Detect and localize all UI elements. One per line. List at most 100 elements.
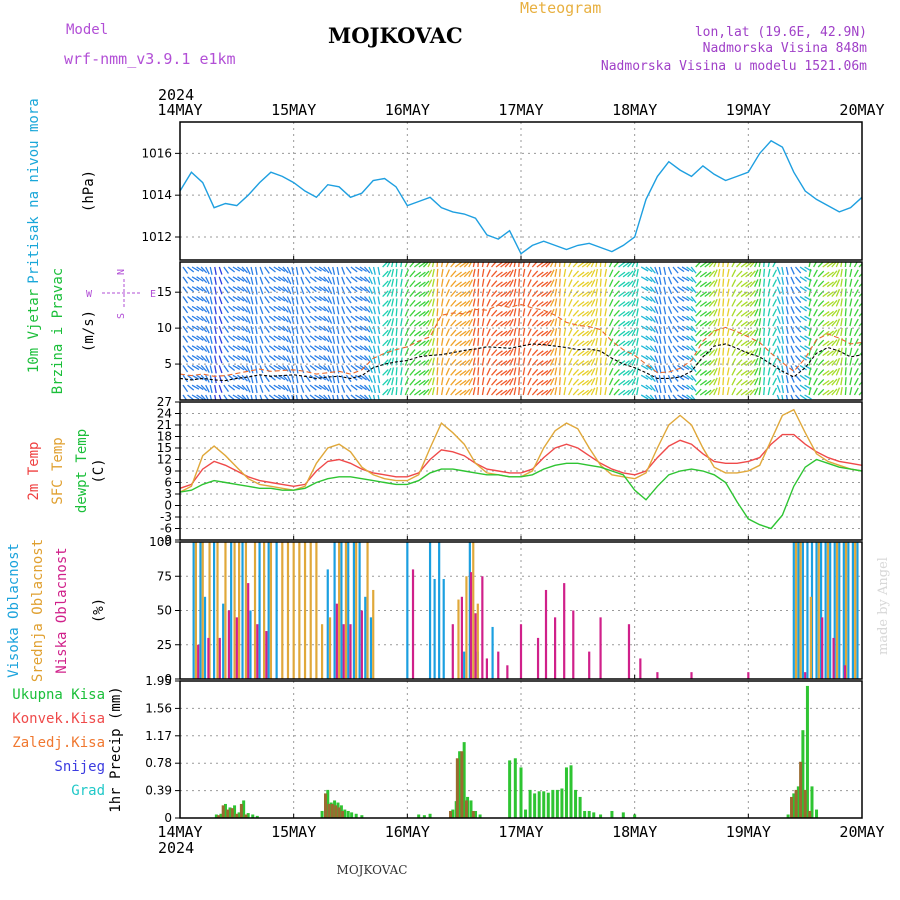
wind-arrow	[695, 300, 702, 307]
wind-arrow	[268, 335, 276, 342]
wind-arrow	[513, 262, 516, 268]
wind-arrow	[545, 270, 552, 278]
wind-arrow	[586, 280, 593, 288]
bar	[578, 796, 582, 818]
wind-arrow	[491, 309, 498, 317]
wind-arrow	[577, 350, 585, 357]
wind-arrow	[618, 330, 626, 337]
wind-arrow	[486, 328, 491, 337]
bar	[801, 542, 804, 679]
wind-arrow	[436, 357, 439, 366]
wind-arrow	[717, 308, 721, 317]
wind-arrow	[323, 374, 330, 382]
wind-arrow	[513, 318, 517, 327]
wind-arrow	[835, 328, 841, 337]
wind-arrow	[372, 306, 376, 315]
panel-frame	[179, 401, 863, 541]
wind-arrow	[681, 335, 690, 341]
top-date-axis: 14MAY 15MAY 16MAY 17MAY 18MAY 19MAY 20MAY	[157, 101, 884, 119]
wind-arrow	[577, 330, 585, 337]
wind-arrow	[627, 309, 634, 317]
wind-arrow	[413, 281, 422, 288]
wind-arrow	[844, 367, 847, 376]
wind-arrow	[527, 279, 532, 287]
wind-arrow	[304, 345, 311, 353]
wind-arrow	[191, 305, 200, 311]
wind-arrow	[291, 296, 295, 305]
bar	[856, 542, 859, 679]
wind-arrow	[250, 345, 254, 354]
wind-arrow	[604, 387, 608, 396]
bar	[218, 637, 221, 679]
wind-arrow	[477, 337, 480, 346]
wind-arrow	[549, 377, 555, 386]
wind-arrow	[323, 365, 330, 372]
wind-arrow	[341, 306, 346, 315]
wind-arrow	[595, 308, 599, 317]
bar	[544, 589, 548, 679]
wind-arrow	[295, 266, 299, 275]
wind-arrow	[736, 290, 743, 297]
wind-arrow	[699, 262, 708, 268]
wind-arrow	[595, 327, 599, 337]
wind-arrow	[309, 345, 317, 352]
wind-arrow	[708, 309, 716, 317]
wind-arrow	[422, 310, 430, 317]
wind-arrow	[472, 377, 476, 386]
wind-arrow	[286, 325, 292, 334]
wind-arrow	[468, 289, 474, 297]
wind-arrow	[649, 315, 656, 323]
bar	[451, 624, 454, 679]
wind-arrow	[377, 316, 381, 325]
wind-arrow	[309, 374, 317, 381]
wind-arrow	[595, 288, 599, 297]
wind-arrow	[758, 377, 762, 386]
wind-arrow	[604, 298, 608, 307]
wind-arrow	[468, 262, 473, 268]
wind-arrow	[522, 367, 526, 376]
wind-arrow	[831, 299, 838, 307]
wind-arrow	[486, 308, 491, 317]
wind-arrow	[245, 325, 251, 334]
wind-arrow	[713, 387, 718, 396]
wind-arrow	[300, 325, 305, 334]
bar	[330, 803, 334, 818]
wind-arrow	[513, 337, 517, 346]
wind-arrow	[608, 269, 614, 278]
wind-arrow	[835, 348, 841, 356]
wind-arrow	[545, 369, 552, 376]
wind-arrow	[590, 318, 596, 327]
wind-arrow	[481, 318, 485, 327]
wind-arrow	[404, 377, 410, 386]
wind-arrow	[713, 377, 718, 386]
wind-arrow	[613, 329, 620, 337]
wind-arrow	[722, 327, 725, 336]
wind-arrow	[341, 394, 345, 400]
wind-arrow	[518, 327, 521, 336]
wind-arrow	[849, 298, 853, 307]
model-name: wrf-nmm_v3.9.1 e1km	[64, 50, 236, 68]
wind-arrow	[336, 385, 340, 394]
wind-arrow	[554, 347, 558, 356]
wind-arrow	[273, 384, 281, 390]
wind-arrow	[187, 296, 195, 303]
wind-arrow	[554, 262, 557, 268]
wind-arrow	[200, 276, 208, 284]
wind-arrow	[518, 386, 521, 396]
wind-arrow	[504, 349, 512, 357]
bottom-date-label: 19MAY	[726, 823, 771, 841]
panel-label: 10m Vjetar	[26, 289, 42, 373]
bar	[428, 542, 432, 679]
wind-arrow	[618, 320, 626, 327]
wind-arrow	[527, 308, 532, 317]
wind-arrow	[794, 374, 802, 382]
wind-arrow	[277, 276, 286, 282]
wind-arrow	[459, 350, 467, 357]
wind-arrow	[513, 327, 517, 337]
wind-arrow	[704, 340, 712, 347]
wind-arrow	[835, 338, 841, 347]
wind-arrow	[527, 289, 532, 297]
wind-arrow	[749, 290, 756, 297]
wind-arrow	[835, 279, 841, 287]
wind-arrow	[196, 355, 204, 361]
